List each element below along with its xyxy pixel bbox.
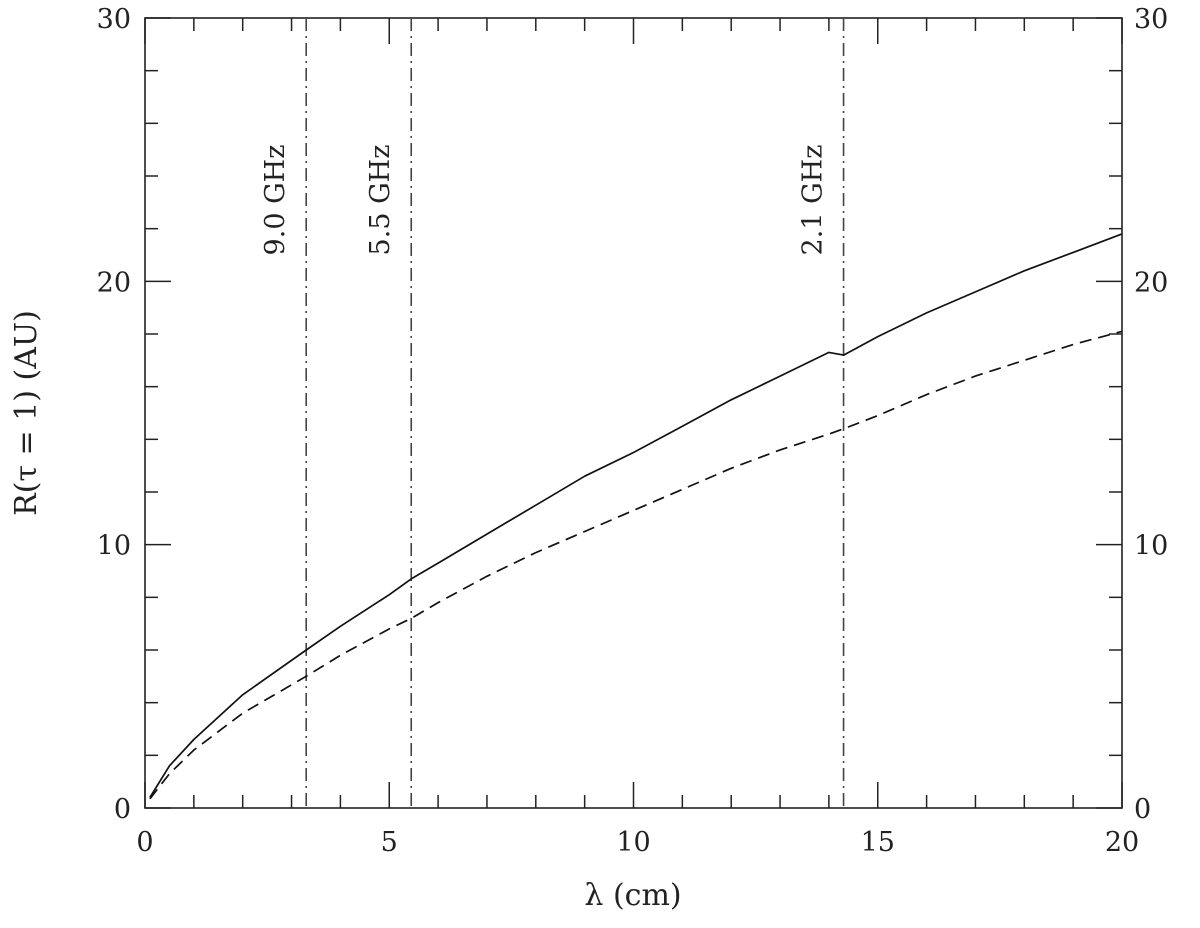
x-tick-label: 20: [1105, 827, 1139, 858]
y-tick-label-left: 30: [97, 4, 131, 35]
x-tick-label: 10: [616, 827, 650, 858]
y-tick-label-right: 20: [1134, 267, 1168, 298]
frequency-label: 5.5 GHz: [365, 145, 396, 256]
x-tick-label: 0: [136, 827, 153, 858]
series-line-solid: [149, 233, 1123, 798]
vlines: 9.0 GHz 5.5 GHz 2.1 GHz: [260, 18, 845, 808]
y-tick-label-left: 0: [114, 794, 131, 825]
series-line-dashed: [149, 330, 1123, 800]
y-tick-label-right: 30: [1134, 4, 1168, 35]
y-tick-label-left: 20: [97, 267, 131, 298]
plot-frame: [144, 17, 1123, 809]
x-tick-label: 15: [861, 827, 895, 858]
ticks: [144, 17, 1123, 809]
frequency-label: 9.0 GHz: [260, 145, 291, 256]
y-tick-label-left: 10: [97, 531, 131, 562]
x-tick-label: 5: [381, 827, 398, 858]
y-tick-label-right: 10: [1134, 531, 1168, 562]
series: [149, 233, 1123, 800]
y-tick-label-right: 0: [1134, 794, 1151, 825]
frequency-label: 2.1 GHz: [798, 145, 829, 256]
x-axis-title: λ (cm): [584, 878, 681, 913]
y-axis-title: R(τ = 1) (AU): [9, 310, 44, 516]
